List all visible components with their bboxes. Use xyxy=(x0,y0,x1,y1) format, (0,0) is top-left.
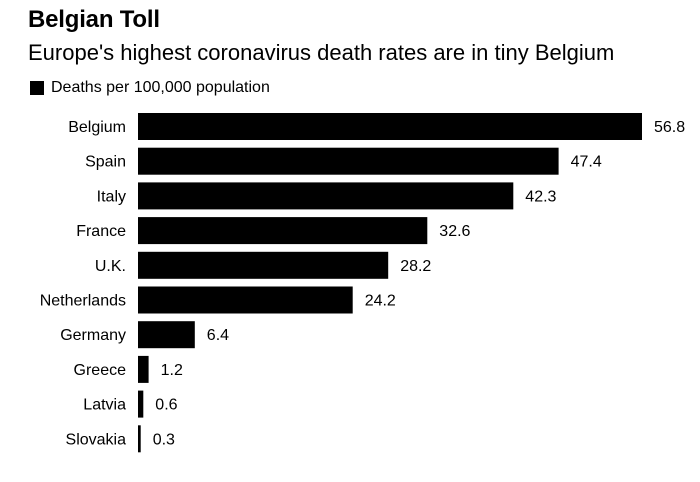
category-label: U.K. xyxy=(95,258,126,275)
bar-slovakia xyxy=(138,425,141,453)
legend: Deaths per 100,000 population xyxy=(30,79,270,97)
bar-spain xyxy=(138,147,559,175)
value-label: 42.3 xyxy=(525,188,556,205)
category-label: Spain xyxy=(85,154,126,171)
value-label: 56.8 xyxy=(654,119,685,136)
category-label: Latvia xyxy=(83,397,126,414)
bar-germany xyxy=(138,321,195,349)
legend-label: Deaths per 100,000 population xyxy=(51,79,270,96)
bar-latvia xyxy=(138,390,144,418)
category-label: Germany xyxy=(60,327,126,344)
bar-belgium xyxy=(138,113,642,140)
bar-france xyxy=(138,217,428,245)
category-label: Netherlands xyxy=(40,293,126,310)
category-label: Belgium xyxy=(68,119,126,136)
bar-netherlands xyxy=(138,286,353,314)
value-label: 0.6 xyxy=(155,397,177,414)
value-label: 47.4 xyxy=(571,154,602,171)
category-label: Italy xyxy=(97,188,126,205)
value-label: 28.2 xyxy=(400,258,431,275)
chart-subtitle: Europe's highest coronavirus death rates… xyxy=(28,40,615,65)
bar-italy xyxy=(138,182,514,210)
category-label: Slovakia xyxy=(66,431,127,448)
bar-u-k xyxy=(138,251,389,279)
bar-greece xyxy=(138,355,149,383)
category-label: France xyxy=(76,223,126,240)
chart-title: Belgian Toll xyxy=(28,6,160,33)
value-label: 1.2 xyxy=(161,362,183,379)
value-label: 24.2 xyxy=(365,293,396,310)
legend-swatch xyxy=(30,81,44,95)
value-label: 0.3 xyxy=(153,431,175,448)
category-label: Greece xyxy=(74,362,127,379)
value-label: 32.6 xyxy=(439,223,470,240)
value-label: 6.4 xyxy=(207,327,229,344)
